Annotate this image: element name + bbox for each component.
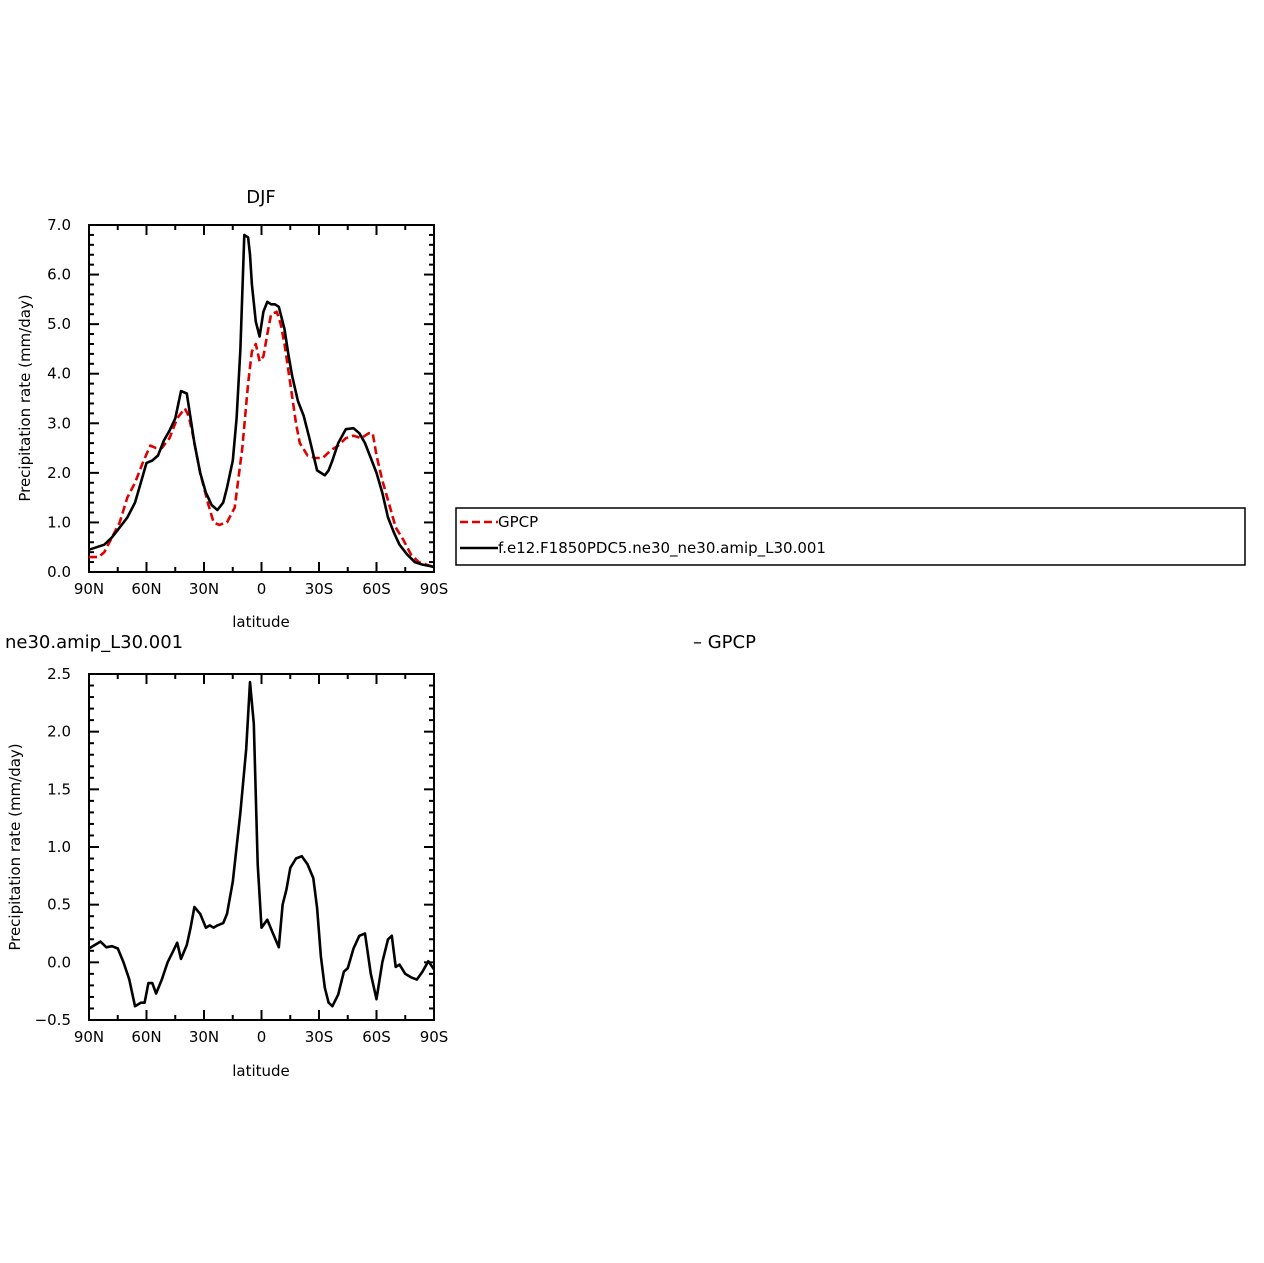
djf-y-tick-label: 4.0 [47, 365, 71, 383]
diff-x-tick-label: 0 [257, 1028, 267, 1046]
diff-y-tick-label: 1.0 [47, 838, 71, 856]
diff-y-tick-label: 0.5 [47, 896, 71, 914]
djf-x-tick-label: 60N [131, 580, 161, 598]
diff-series-line-0 [88, 680, 436, 1008]
djf-x-tick-label: 30N [189, 580, 219, 598]
djf-panel: DJF 90N 60N 30N 0 30S 60S 90S 0.0 1.0 2.0 3.0 4.0 5.… [16, 187, 1246, 631]
djf-y-tick-label: 6.0 [47, 266, 71, 284]
diff-panel: ne30.amip_L30.001 – GPCP 90N 60N 30N 0 30S 60… [5, 632, 756, 1080]
diff-y-axis-label: Precipitation rate (mm/day) [6, 743, 24, 950]
djf-x-tick-label: 30S [305, 580, 334, 598]
legend-label-model: f.e12.F1850PDC5.ne30_ne30.amip_L30.001 [498, 539, 826, 558]
diff-title: ne30.amip_L30.001 [5, 632, 183, 653]
diff-x-tick-label: 60S [362, 1028, 391, 1046]
djf-y-tick-label: 1.0 [47, 513, 71, 531]
djf-series-line-1 [88, 233, 435, 569]
djf-y-tick-label: 0.0 [47, 563, 71, 581]
diff-series-lines [88, 680, 436, 1008]
djf-plot-frame [88, 224, 435, 573]
diff-x-tick-label: 30N [189, 1028, 219, 1046]
diff-x-tick-label: 90N [74, 1028, 104, 1046]
djf-y-tick-label: 5.0 [47, 315, 71, 333]
legend-label-gpcp: GPCP [498, 513, 538, 531]
djf-series-lines [88, 233, 435, 569]
diff-x-tick-label: 30S [305, 1028, 334, 1046]
diff-y-tick-label: 1.5 [47, 780, 71, 798]
djf-x-axis-label: latitude [232, 613, 290, 631]
diff-x-tick-label: 90S [420, 1028, 449, 1046]
djf-x-tick-label: 60S [362, 580, 391, 598]
diff-ticks: 90N 60N 30N 0 30S 60S 90S −0.5 0.0 0.5 1.0 1.5 2.0 2.… [35, 665, 449, 1046]
djf-y-tick-label: 7.0 [47, 216, 71, 234]
djf-title: DJF [246, 187, 276, 208]
djf-x-tick-label: 0 [257, 580, 267, 598]
djf-y-axis-label: Precipitation rate (mm/day) [16, 294, 34, 501]
djf-y-tick-label: 2.0 [47, 464, 71, 482]
diff-y-tick-label: 2.0 [47, 723, 71, 741]
diff-x-axis-label: latitude [232, 1062, 290, 1080]
diff-y-tick-label: 0.0 [47, 953, 71, 971]
diff-x-tick-label: 60N [131, 1028, 161, 1046]
djf-series-line-0 [89, 310, 435, 569]
djf-x-tick-label: 90N [74, 580, 104, 598]
djf-ticks: 90N 60N 30N 0 30S 60S 90S 0.0 1.0 2.0 3.0 4.0 5.0 6.0… [47, 216, 448, 598]
djf-x-tick-label: 90S [420, 580, 449, 598]
djf-legend: GPCP f.e12.F1850PDC5.ne30_ne30.amip_L30.… [455, 507, 1246, 566]
diff-y-tick-label: −0.5 [35, 1011, 71, 1029]
diff-subtitle: – GPCP [693, 632, 756, 653]
diff-y-tick-label: 2.5 [47, 665, 71, 683]
djf-y-tick-label: 3.0 [47, 414, 71, 432]
legend-box [455, 507, 1246, 566]
